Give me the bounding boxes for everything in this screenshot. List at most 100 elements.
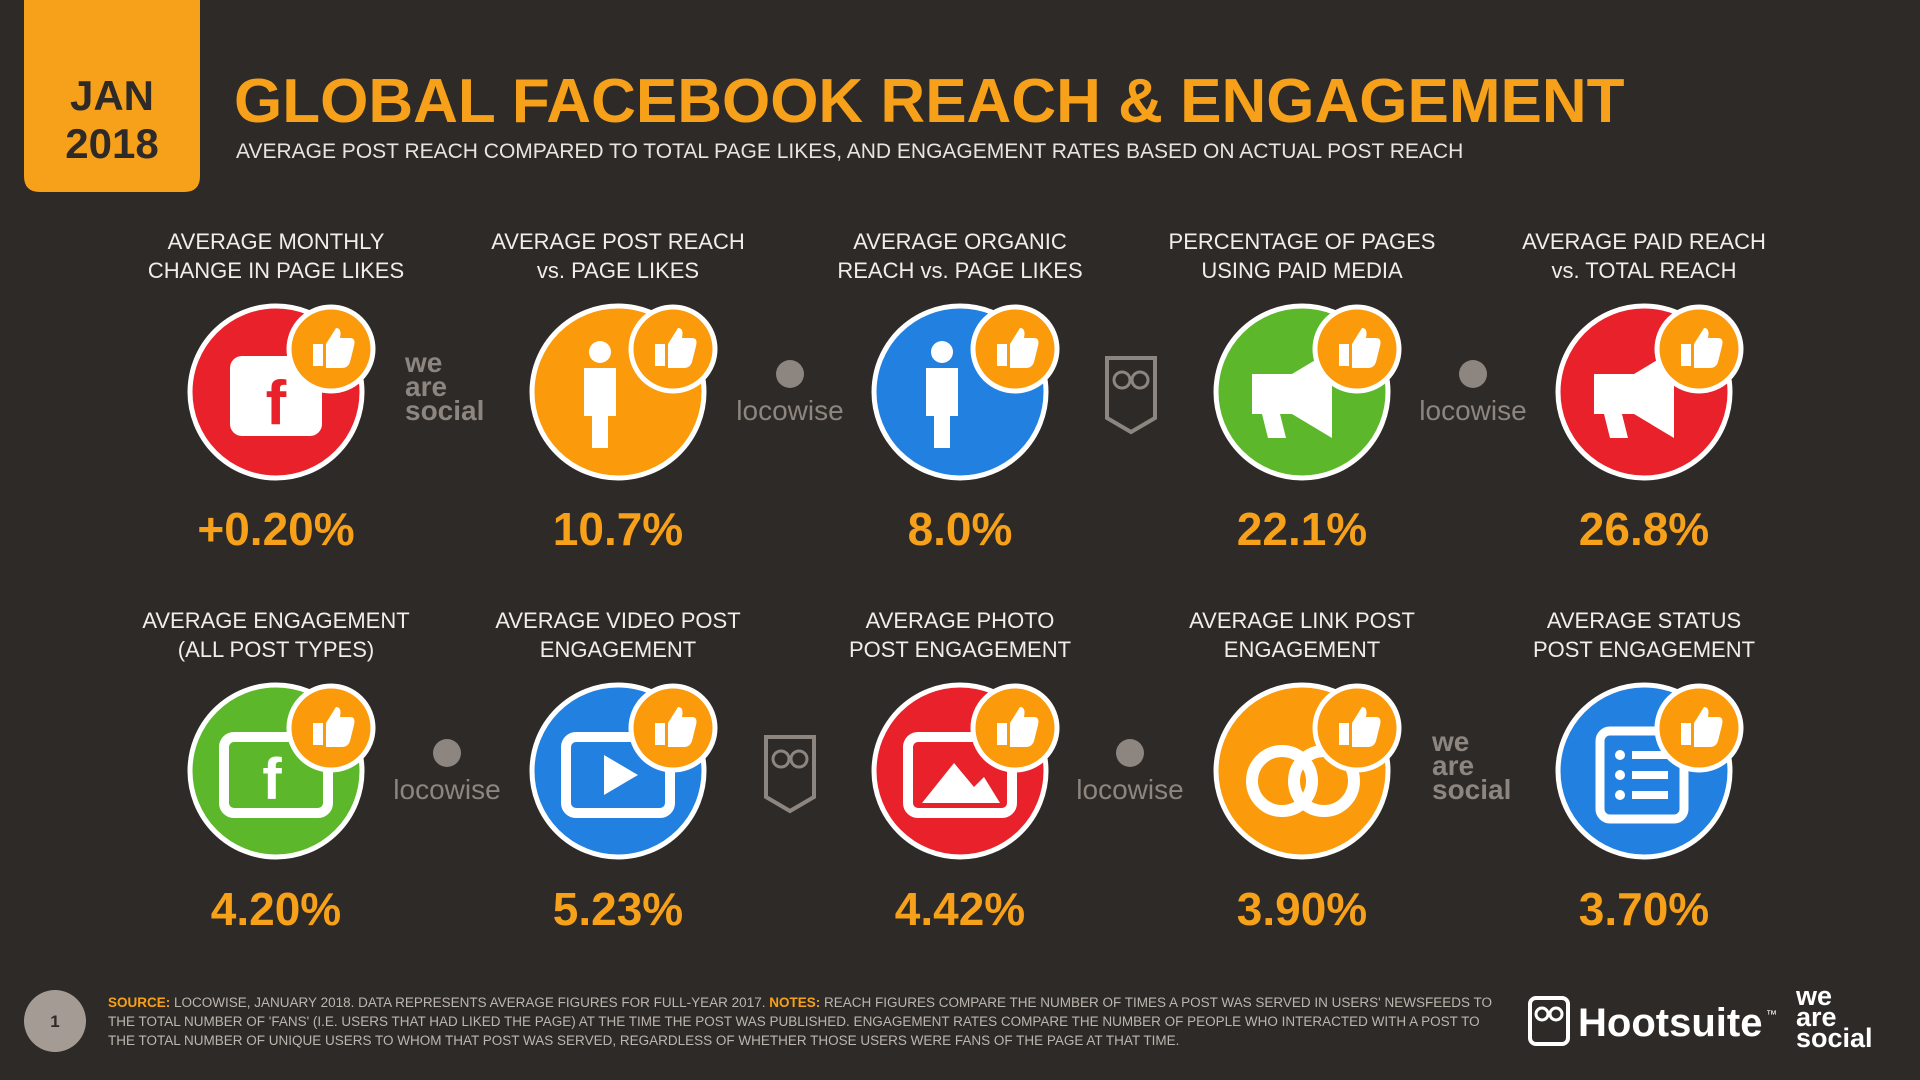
owl-eye	[789, 749, 809, 769]
notes-label: NOTES:	[769, 995, 821, 1010]
stat-value: 3.90%	[1237, 883, 1367, 935]
source-notes: SOURCE: LOCOWISE, JANUARY 2018. DATA REP…	[108, 993, 1498, 1050]
icon-head	[589, 341, 611, 363]
title: GLOBAL FACEBOOK REACH & ENGAGEMENT	[234, 67, 1625, 136]
watermark: we are social	[1431, 726, 1511, 805]
watermark: we are social	[404, 347, 484, 426]
badge-icon	[313, 707, 355, 747]
stat-value: 3.70%	[1579, 883, 1709, 935]
icon	[561, 732, 675, 818]
badge-icon	[1681, 707, 1723, 747]
icon-f: f	[262, 747, 282, 812]
badge-icon	[655, 328, 697, 368]
stat-value: 8.0%	[908, 503, 1013, 555]
stat-label: vs. PAGE LIKES	[537, 258, 699, 283]
stat-label: PERCENTAGE OF PAGES	[1169, 229, 1436, 254]
stat-value: 26.8%	[1579, 503, 1709, 555]
partner-word: social	[1796, 1023, 1873, 1053]
watermark: locowise	[736, 395, 843, 426]
stat-value: 4.42%	[895, 883, 1025, 935]
watermark-pin	[433, 739, 461, 767]
stat-label: USING PAID MEDIA	[1201, 258, 1403, 283]
icon-mountain	[922, 763, 1000, 803]
icon-list	[1595, 726, 1689, 824]
badge-icon	[997, 707, 1039, 747]
watermark: locowise	[393, 774, 500, 805]
badge-icon	[313, 328, 355, 368]
stat-label: POST ENGAGEMENT	[1533, 637, 1755, 662]
icon-bullet	[1615, 750, 1625, 760]
stat-value: 5.23%	[553, 883, 683, 935]
icon-line	[1632, 771, 1668, 779]
icon: f	[219, 732, 333, 818]
owl-watermark	[1105, 356, 1157, 435]
icon	[1594, 350, 1674, 438]
owl-eye	[1548, 1006, 1564, 1022]
icon-bullet	[1615, 790, 1625, 800]
subtitle: AVERAGE POST REACH COMPARED TO TOTAL PAG…	[236, 140, 1463, 163]
stat-label: AVERAGE VIDEO POST	[495, 608, 740, 633]
icon	[584, 341, 616, 448]
watermark-word: we	[404, 347, 442, 378]
brand-mark: ™	[1766, 1009, 1777, 1021]
watermark-word: are	[1432, 750, 1474, 781]
hootsuite-owl	[1528, 996, 1570, 1046]
stat-label: (ALL POST TYPES)	[178, 637, 374, 662]
icon-body	[926, 368, 958, 448]
icon-megaphone	[1252, 350, 1332, 438]
owl-eye	[1534, 1006, 1550, 1022]
partner-word: are	[1796, 1002, 1837, 1032]
badge-icon	[1339, 328, 1381, 368]
owl-eye	[771, 749, 791, 769]
brand: Hootsuite	[1578, 1001, 1762, 1045]
icon	[1252, 350, 1332, 438]
icon-head	[931, 341, 953, 363]
badge-icon	[1339, 707, 1381, 747]
notes-text: REACH FIGURES COMPARE THE NUMBER OF TIME…	[108, 995, 1492, 1048]
icon-megaphone	[1594, 350, 1674, 438]
watermark-pin	[1459, 360, 1487, 388]
date-tab	[24, 0, 200, 192]
stat-label: REACH vs. PAGE LIKES	[837, 258, 1082, 283]
stat-label: AVERAGE ENGAGEMENT	[142, 608, 409, 633]
watermark-word: are	[405, 371, 447, 402]
stat-label: AVERAGE MONTHLY	[168, 229, 385, 254]
watermark-word: social	[1432, 774, 1511, 805]
stat-value: 4.20%	[211, 883, 341, 935]
watermark-word: we	[1431, 726, 1469, 757]
icon	[926, 341, 958, 448]
stat-label: AVERAGE STATUS	[1547, 608, 1741, 633]
watermark: locowise	[1076, 774, 1183, 805]
stat-label: AVERAGE PHOTO	[866, 608, 1055, 633]
partner-word: we	[1795, 981, 1832, 1011]
watermark-pin	[1116, 739, 1144, 767]
badge-icon	[655, 707, 697, 747]
source-text: LOCOWISE, JANUARY 2018. DATA REPRESENTS …	[174, 995, 766, 1010]
icon-f: f	[266, 369, 287, 438]
owl-eye	[1112, 370, 1132, 390]
stat-label: POST ENGAGEMENT	[849, 637, 1071, 662]
watermark: locowise	[1419, 395, 1526, 426]
page-number: 1	[50, 1012, 59, 1031]
icon-frame	[219, 732, 333, 818]
stat-label: AVERAGE ORGANIC	[853, 229, 1067, 254]
badge-icon	[1681, 328, 1723, 368]
stat-label: AVERAGE POST REACH	[491, 229, 744, 254]
icon-frame	[903, 732, 1017, 818]
stat-label: ENGAGEMENT	[540, 637, 696, 662]
icon	[1595, 726, 1689, 824]
stat-value: 22.1%	[1237, 503, 1367, 555]
owl-watermark	[764, 735, 816, 814]
icon-line	[1632, 791, 1668, 799]
stat-label: CHANGE IN PAGE LIKES	[148, 258, 404, 283]
stat-label: vs. TOTAL REACH	[1551, 258, 1736, 283]
stat-label: ENGAGEMENT	[1224, 637, 1380, 662]
stat-value: 10.7%	[553, 503, 683, 555]
source-label: SOURCE:	[108, 995, 171, 1010]
watermark-pin	[776, 360, 804, 388]
icon-ring	[1246, 745, 1318, 817]
icon-frame	[561, 732, 675, 818]
icon-body	[584, 368, 616, 448]
